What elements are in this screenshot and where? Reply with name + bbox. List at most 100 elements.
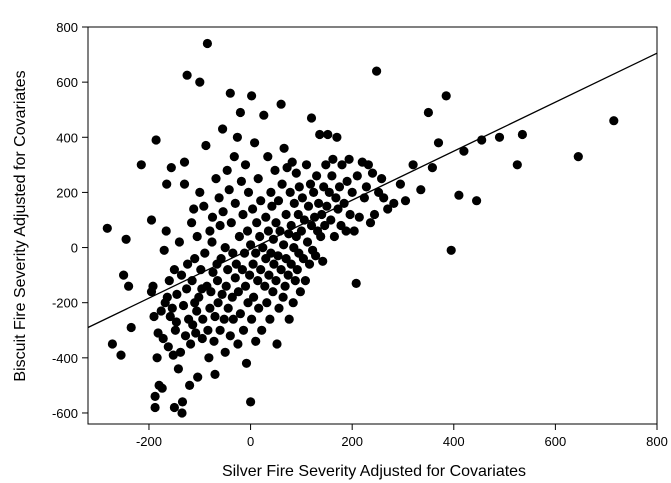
data-point [305,179,316,189]
data-point [318,256,328,266]
data-point [166,163,176,173]
data-point [254,303,264,313]
y-tick-label: 200 [56,185,78,200]
data-point [180,331,191,341]
data-point [204,353,214,363]
data-point [327,171,337,181]
data-point [210,369,220,379]
data-point [271,276,281,286]
data-point [251,248,261,258]
x-axis-title: Silver Fire Severity Adjusted for Covari… [222,463,526,480]
data-point [217,289,227,299]
data-point [173,364,183,374]
data-point [253,276,263,286]
data-point [334,182,345,192]
data-point [177,408,187,418]
data-point [172,289,182,299]
data-point [146,215,157,225]
data-point [333,204,343,214]
data-point [215,325,225,335]
data-point [245,270,255,280]
data-point [288,298,298,308]
data-point [238,325,249,335]
data-point [167,303,177,313]
data-point [276,99,286,109]
data-point [228,248,238,258]
data-point [169,402,179,413]
data-point [347,187,357,197]
y-axis: -600 -400 -200 0 200 400 600 800 [52,20,88,421]
data-point [248,259,258,269]
data-point [322,201,332,211]
data-point [116,350,126,360]
data-point [268,287,278,297]
data-point [295,287,305,297]
data-point [207,237,217,247]
data-point [273,251,283,261]
data-point [257,325,267,335]
data-point [296,226,306,236]
data-point [157,383,167,393]
data-point [220,243,230,253]
data-point [609,116,619,126]
data-point [312,171,322,181]
data-point [220,347,230,357]
y-tick-label: -400 [52,351,78,366]
data-point [240,281,251,291]
data-point [379,193,389,203]
y-tick-label: -200 [52,296,78,311]
data-point [323,129,333,140]
data-point [192,306,202,316]
data-point [446,245,456,255]
data-point [304,259,315,269]
data-point [216,254,226,264]
data-point [198,314,208,324]
data-point [226,218,236,228]
data-point [512,160,522,170]
data-point [222,165,232,175]
data-point [209,336,219,346]
data-point [241,358,252,368]
data-point [249,292,259,302]
data-point [225,331,235,341]
data-point [159,245,169,255]
data-point [121,234,131,244]
data-point [261,212,271,222]
data-point [377,174,387,184]
data-point [214,193,224,203]
data-point [315,129,325,140]
data-point [372,66,382,76]
data-point [248,204,258,214]
data-point [262,298,272,308]
data-point [177,397,188,407]
data-points [102,38,619,418]
data-point [186,339,196,349]
data-point [179,179,190,189]
data-point [205,303,215,313]
data-point [427,163,437,173]
data-point [365,218,376,228]
data-point [243,187,254,197]
data-point [266,248,276,258]
data-point [517,129,528,140]
data-point [332,132,342,142]
data-point [240,160,251,170]
data-point [235,309,245,319]
data-point [205,226,215,236]
y-tick-label: 400 [56,130,78,145]
data-point [341,226,351,236]
data-point [236,176,246,186]
data-point [270,165,280,175]
data-point [351,278,361,288]
data-point [260,281,270,291]
data-point [279,240,289,250]
data-point [164,276,174,286]
data-point [278,292,288,302]
data-point [149,311,159,322]
data-point [188,320,198,330]
data-point [247,91,257,101]
data-point [395,179,405,189]
data-point [337,160,347,170]
data-point [266,187,276,197]
